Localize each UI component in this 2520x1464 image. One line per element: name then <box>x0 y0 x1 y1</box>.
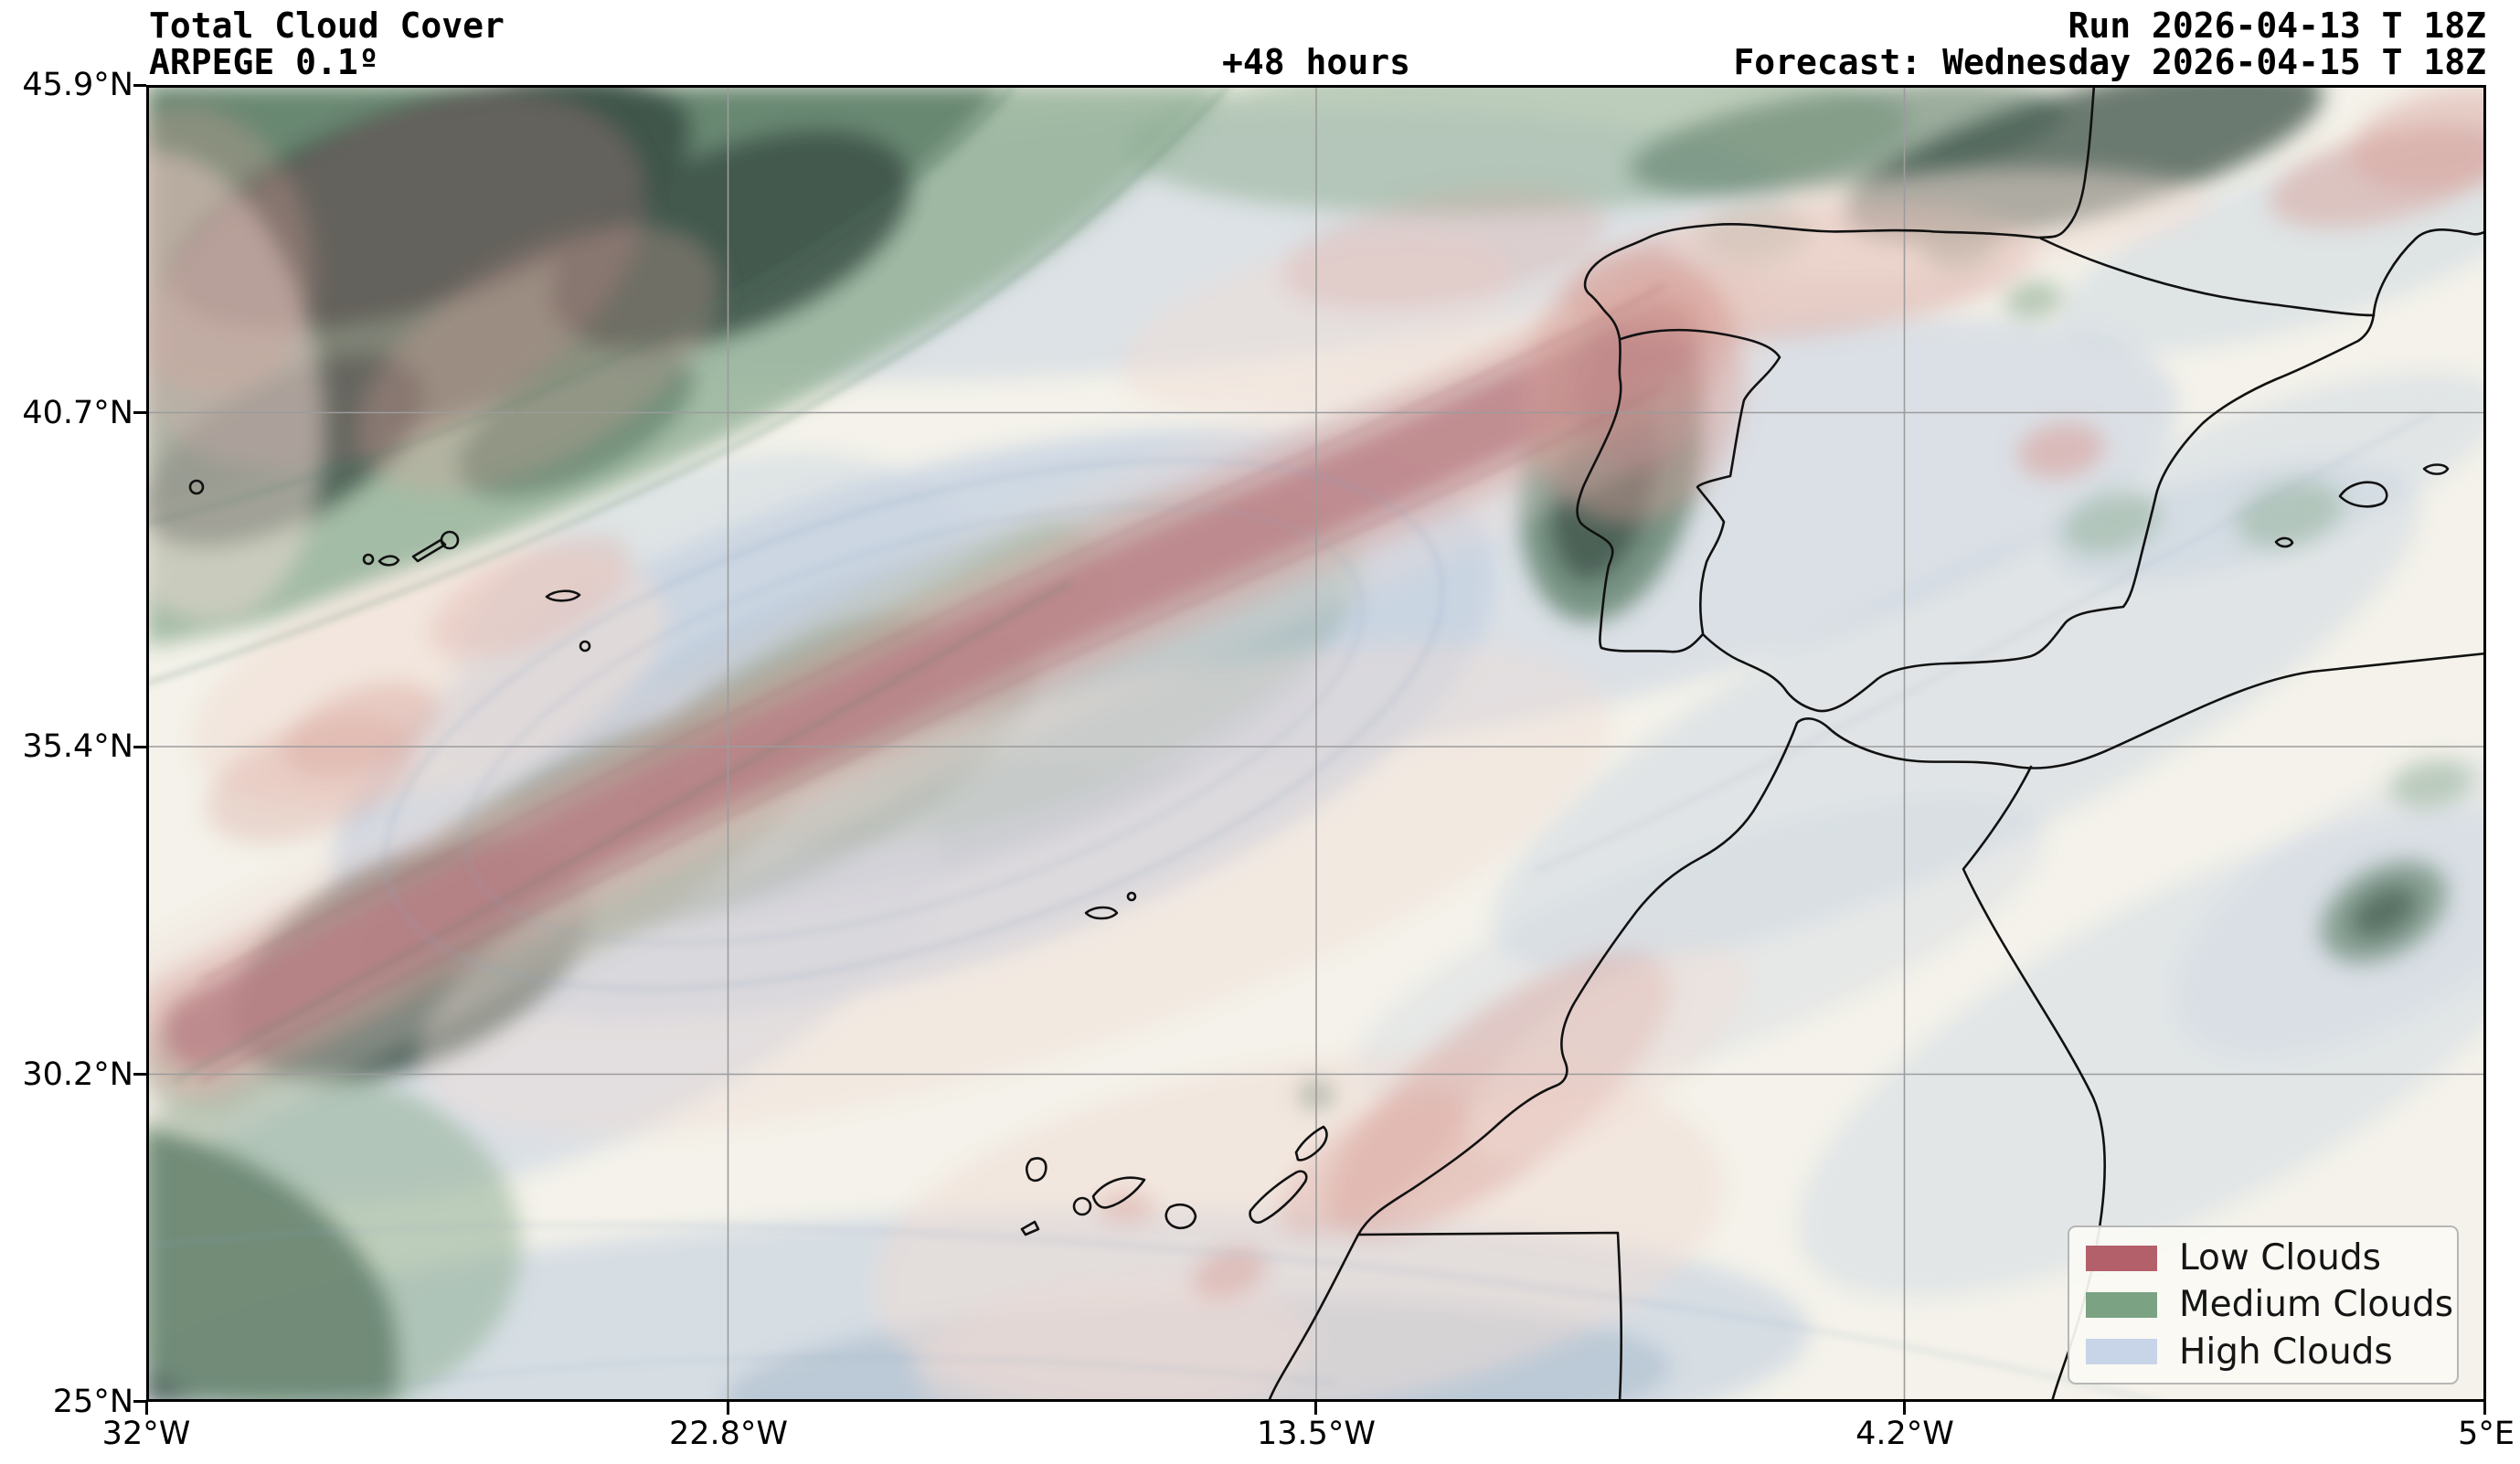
y-tick <box>133 1073 146 1076</box>
lead-time-label: +48 hours <box>1222 42 1410 82</box>
x-tick <box>1314 1402 1317 1415</box>
y-tick <box>133 84 146 87</box>
portugal-spain-border <box>1619 328 1781 635</box>
map-canvas <box>146 85 2486 1402</box>
x-tick-label: 4.2°W <box>1855 1416 1954 1452</box>
madeira-islands <box>1084 891 1137 920</box>
low-clouds-swatch <box>2086 1245 2157 1271</box>
legend-box: Low Clouds Medium Clouds High Clouds <box>2068 1225 2459 1384</box>
balearic-islands <box>2274 463 2450 548</box>
contour-lines-layer <box>146 85 2432 1402</box>
x-tick <box>1903 1402 1906 1415</box>
legend-label: High Clouds <box>2179 1331 2393 1373</box>
cloud-field <box>146 85 2486 1402</box>
y-tick <box>133 1400 146 1403</box>
low-clouds-layer <box>146 87 2486 1402</box>
gridlines <box>146 85 2486 1402</box>
y-tick <box>133 746 146 748</box>
x-tick-label: 32°W <box>101 1416 191 1452</box>
x-tick-label: 13.5°W <box>1256 1416 1377 1452</box>
model-label: ARPEGE 0.1º <box>149 42 379 82</box>
legend-label: Low Clouds <box>2179 1237 2381 1279</box>
legend-row-high-clouds: High Clouds <box>2086 1331 2440 1373</box>
high-clouds-swatch <box>2086 1339 2157 1365</box>
page-title: Total Cloud Cover <box>149 5 505 46</box>
canary-islands <box>1020 1125 1328 1236</box>
medium-clouds-swatch <box>2086 1291 2157 1318</box>
x-tick-label: 22.8°W <box>668 1416 789 1452</box>
france-spain-border <box>2039 237 2376 317</box>
y-tick-label: 25°N <box>52 1384 133 1420</box>
run-label: Run 2026-04-13 T 18Z <box>2068 5 2486 46</box>
y-tick-label: 35.4°N <box>22 728 133 765</box>
y-tick <box>133 411 146 414</box>
y-tick-label: 30.2°N <box>22 1056 133 1093</box>
legend-row-medium-clouds: Medium Clouds <box>2086 1284 2453 1325</box>
legend-label: Medium Clouds <box>2179 1284 2454 1326</box>
x-tick <box>727 1402 729 1415</box>
azores-islands <box>188 479 591 652</box>
map-frame <box>146 85 2486 1402</box>
wsahara-algeria-border <box>1356 1231 1623 1402</box>
x-tick <box>145 1402 148 1415</box>
y-tick-label: 45.9°N <box>22 67 133 103</box>
africa-coastline <box>1267 652 2486 1402</box>
x-tick <box>2483 1402 2486 1415</box>
x-tick-label: 5°E <box>2458 1416 2515 1452</box>
y-tick-label: 40.7°N <box>22 395 133 431</box>
forecast-label: Forecast: Wednesday 2026-04-15 T 18Z <box>1733 42 2486 82</box>
coastlines <box>188 85 2486 1402</box>
legend-row-low-clouds: Low Clouds <box>2086 1237 2440 1278</box>
iberia-france-coastline <box>1576 85 2486 713</box>
